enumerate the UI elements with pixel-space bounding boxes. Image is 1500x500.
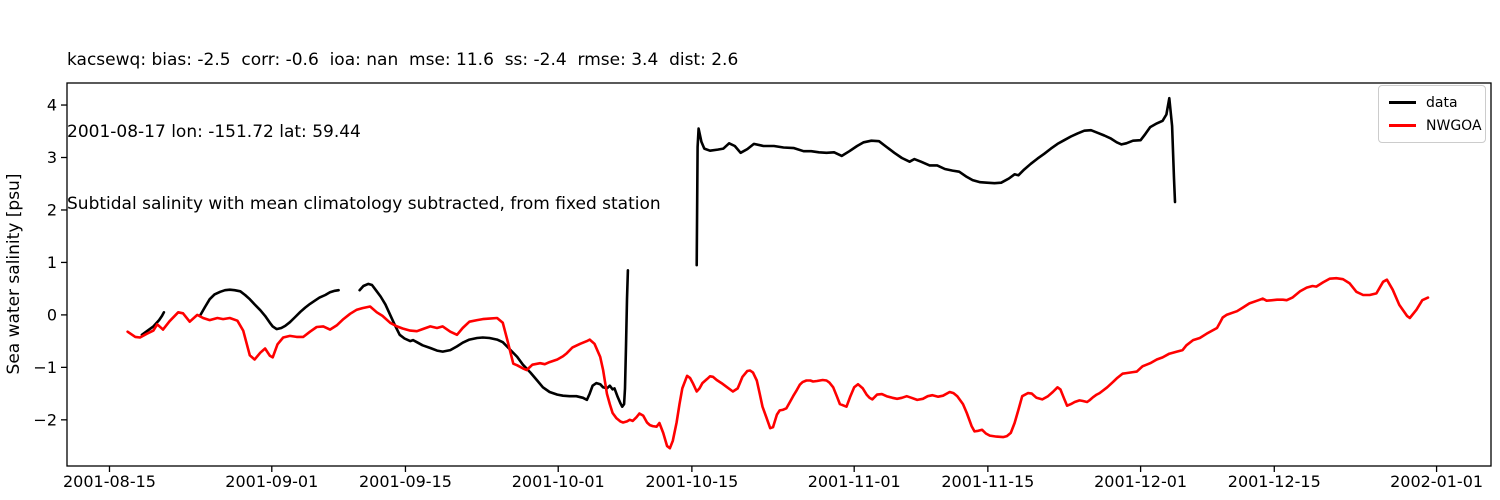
x-tick-label: 2001-09-01 bbox=[225, 472, 318, 491]
legend-entry-nwgoa: NWGOA bbox=[1379, 114, 1485, 137]
x-tick-label: 2001-10-15 bbox=[645, 472, 738, 491]
series-line-data bbox=[695, 96, 1177, 267]
x-tick-label: 2001-12-15 bbox=[1228, 472, 1321, 491]
axes-border bbox=[66, 82, 1492, 467]
title-stats-line: kacsewq: bias: -2.5 corr: -0.6 ioa: nan … bbox=[67, 50, 739, 70]
legend-entry-data: data bbox=[1379, 91, 1485, 114]
series-line-NWGOA bbox=[126, 276, 1430, 450]
legend: data NWGOA bbox=[1378, 85, 1486, 143]
data-line-swatch bbox=[1389, 101, 1416, 104]
y-tick-label: −1 bbox=[33, 358, 57, 377]
y-tick-label: 3 bbox=[47, 148, 57, 167]
x-tick-label: 2001-11-01 bbox=[808, 472, 901, 491]
series-line-data bbox=[358, 268, 630, 409]
y-tick-label: 2 bbox=[47, 200, 57, 219]
nwgoa-line-swatch bbox=[1389, 124, 1416, 127]
title-description-line: Subtidal salinity with mean climatology … bbox=[67, 194, 661, 214]
x-tick-label: 2001-10-01 bbox=[512, 472, 605, 491]
x-tick-label: 2001-12-01 bbox=[1094, 472, 1187, 491]
x-tick-label: 2002-01-01 bbox=[1390, 472, 1483, 491]
legend-label-data: data bbox=[1426, 94, 1458, 111]
legend-label-nwgoa: NWGOA bbox=[1426, 117, 1482, 134]
y-tick-label: −2 bbox=[33, 410, 57, 429]
x-tick-label: 2001-08-15 bbox=[63, 472, 156, 491]
figure-title: kacsewq: bias: -2.5 corr: -0.6 ioa: nan … bbox=[67, 0, 738, 264]
y-tick-label: 4 bbox=[47, 96, 57, 115]
x-tick-label: 2001-11-15 bbox=[941, 472, 1034, 491]
series-line-data bbox=[140, 310, 166, 337]
y-tick-label: 1 bbox=[47, 253, 57, 272]
title-date-location-line: 2001-08-17 lon: -151.72 lat: 59.44 bbox=[67, 122, 361, 142]
series-line-data bbox=[198, 288, 340, 331]
y-tick-label: 0 bbox=[47, 305, 57, 324]
x-tick-label: 2001-09-15 bbox=[359, 472, 452, 491]
